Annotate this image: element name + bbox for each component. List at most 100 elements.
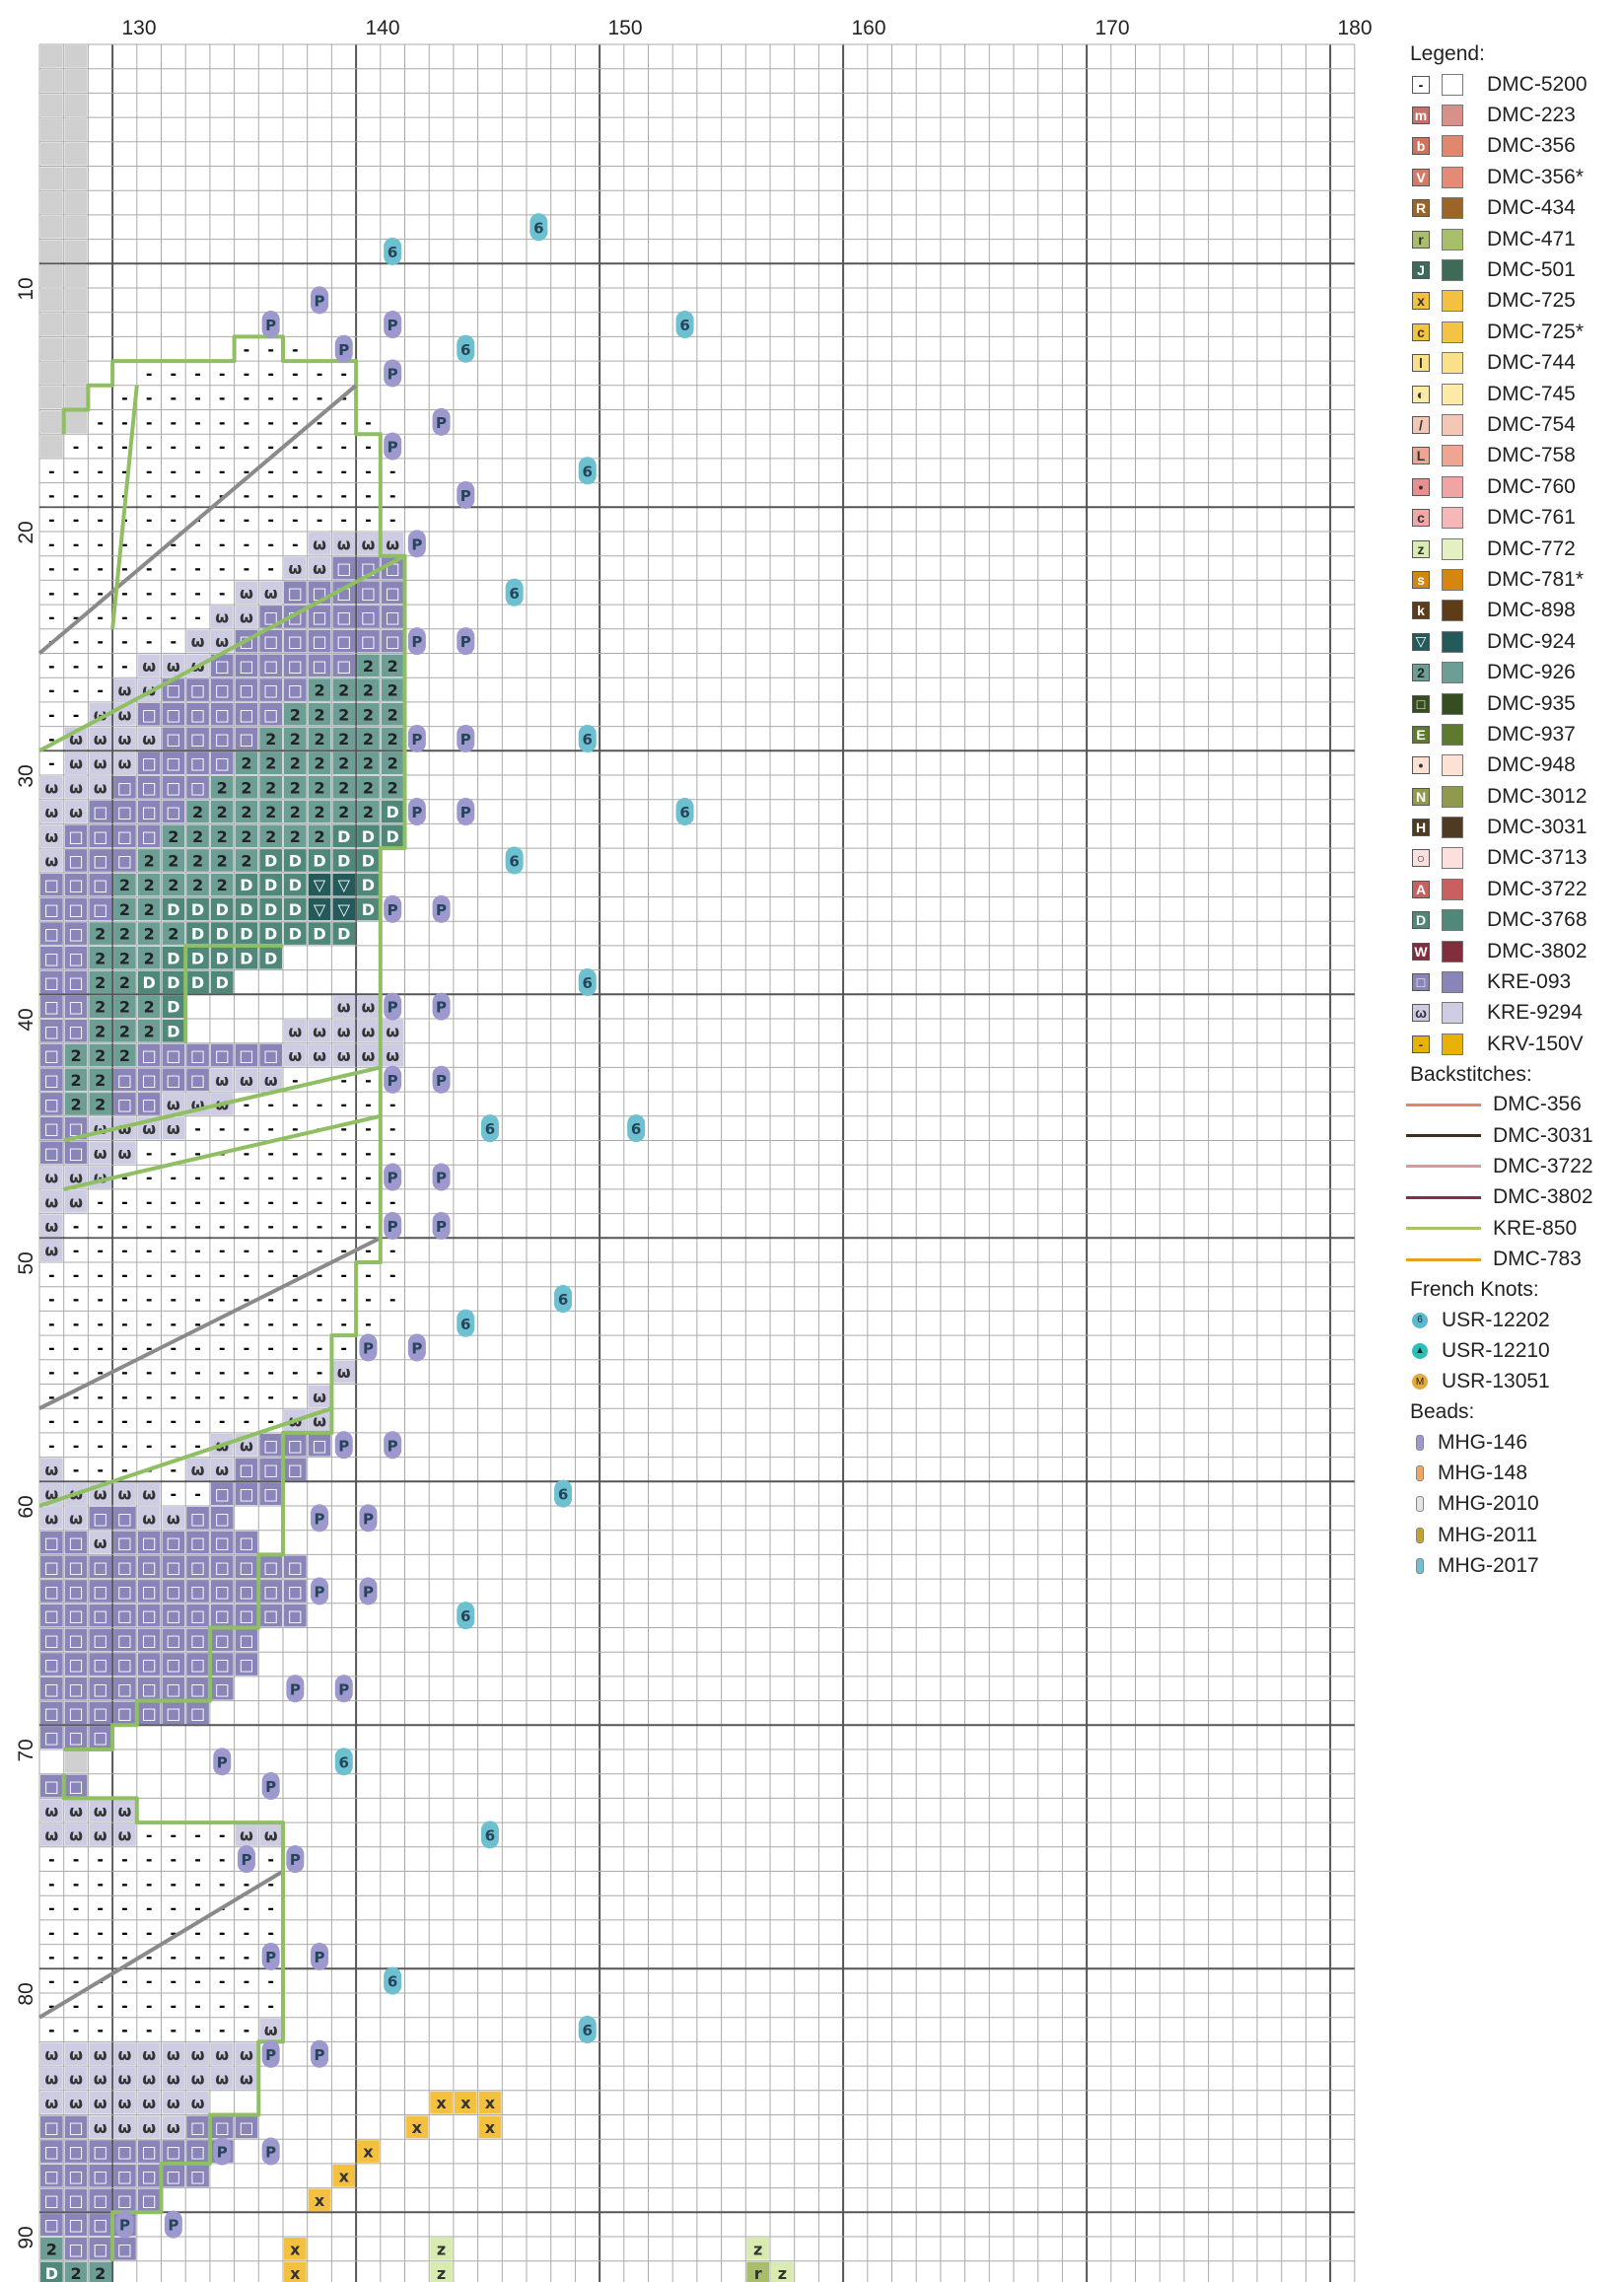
bead-symbol: 6: [558, 1486, 568, 1504]
stitch-symbol: ω: [337, 1046, 351, 1065]
stitch-symbol: x: [460, 2094, 471, 2112]
legend-row: N DMC-3012: [1410, 781, 1617, 812]
stitch-symbol: □: [215, 730, 230, 749]
stitch-symbol: -: [219, 1850, 226, 1869]
stitch-symbol: 2: [144, 998, 155, 1017]
stitch-cell: [162, 970, 185, 994]
stitch-cell: [259, 1433, 282, 1457]
stitch-symbol: D: [264, 876, 277, 894]
stitch-symbol: -: [219, 1972, 226, 1991]
stitch-cell: [40, 1847, 63, 1871]
stitch-symbol: -: [244, 438, 250, 457]
stitch-symbol: -: [171, 2021, 177, 2039]
backstitch-row: DMC-3031: [1406, 1120, 1617, 1151]
stitch-symbol: D: [167, 1022, 179, 1040]
stitch-cell: [40, 849, 63, 872]
stitch-symbol: -: [171, 1242, 177, 1260]
backstitch-lines: [37, 334, 407, 2261]
stitch-cell: [64, 2188, 88, 2212]
stitch-cell: [89, 873, 112, 896]
bead-symbol: P: [436, 999, 447, 1017]
stitch-cell: [137, 1263, 161, 1286]
stitch-symbol: □: [93, 1509, 107, 1528]
stitch-cell: [40, 1945, 63, 1968]
stitch-cell: [186, 897, 209, 921]
stitch-cell: [210, 459, 234, 482]
stitch-symbol: -: [48, 730, 55, 749]
stitch-cell: [357, 1263, 380, 1286]
stitch-cell: [186, 1409, 209, 1432]
stitch-symbol: -: [267, 535, 274, 553]
bead-symbol: P: [436, 1218, 447, 1236]
stitch-symbol: □: [190, 1071, 205, 1090]
unused-area-cell: [40, 313, 63, 336]
stitch-symbol: -: [121, 2021, 128, 2039]
stitch-symbol: -: [121, 1290, 128, 1309]
stitch-cell: [210, 873, 234, 896]
stitch-symbol: -: [171, 1169, 177, 1187]
stitch-cell: [113, 606, 136, 628]
stitch-symbol: □: [166, 1071, 180, 1090]
backstitch-line-sample: [1406, 1165, 1481, 1169]
backstitch-diagonal: [63, 1065, 382, 1143]
stitch-symbol: □: [142, 1656, 157, 1675]
stitch-symbol: □: [44, 900, 59, 919]
stitch-symbol: -: [219, 1119, 226, 1138]
stitch-cell: [284, 800, 307, 823]
stitch-symbol: □: [117, 1704, 132, 1723]
stitch-cell: [308, 873, 331, 896]
stitch-cell: [89, 1189, 112, 1213]
bead-marker: [432, 1211, 451, 1240]
stitch-symbol: -: [244, 1242, 250, 1260]
stitch-symbol: 2: [168, 925, 178, 944]
stitch-cell: [259, 1312, 282, 1335]
stitch-symbol: 2: [70, 1071, 81, 1090]
bead-symbol: P: [436, 1170, 447, 1187]
stitch-symbol: 2: [265, 754, 276, 773]
stitch-symbol: -: [317, 1217, 323, 1236]
bead-symbol: P: [460, 487, 471, 505]
stitch-cell: [162, 1482, 185, 1505]
stitch-cell: [64, 1141, 88, 1165]
stitch-cell: [40, 1458, 63, 1481]
stitch-symbol: ω: [288, 1022, 302, 1040]
stitch-cell: [89, 2018, 112, 2041]
stitch-symbol: -: [365, 511, 372, 530]
stitch-symbol: -: [171, 438, 177, 457]
stitch-cell: [40, 995, 63, 1018]
stitch-cell: [64, 1823, 88, 1846]
stitch-cell: [137, 873, 161, 896]
stitch-symbol: -: [292, 1363, 299, 1382]
y-tick-label: 70: [15, 1739, 37, 1761]
stitch-symbol: □: [117, 1095, 132, 1113]
legend-code: DMC-761: [1487, 506, 1576, 530]
stitch-cell: [186, 1312, 209, 1335]
stitch-symbol: ω: [313, 559, 326, 578]
stitch-symbol: □: [239, 2118, 253, 2137]
bead-marker: [213, 2137, 232, 2166]
stitch-cell: [64, 1336, 88, 1359]
stitch-cell: [210, 1676, 234, 1700]
stitch-cell: [40, 1093, 63, 1115]
stitch-cell: [308, 1239, 331, 1261]
stitch-symbol: -: [97, 1412, 104, 1431]
stitch-symbol: 2: [168, 876, 178, 894]
legend-row: □ KRE-093: [1410, 966, 1617, 997]
stitch-symbol: -: [121, 1972, 128, 1991]
unused-area-cell: [64, 410, 88, 434]
pattern-chart[interactable]: - - -- - - - - - - - -- - - - - - - - - -- - - - - - - - - - - -- - - - - -…: [0, 0, 1400, 2282]
stitch-cell: [113, 1312, 136, 1335]
stitch-cell: [186, 2115, 209, 2139]
stitch-cell: [284, 1020, 307, 1042]
french-knot-code: USR-12202: [1442, 1308, 1550, 1331]
y-tick-label: 40: [15, 1008, 37, 1031]
stitch-cell: [162, 2067, 185, 2090]
stitch-cell: [308, 702, 331, 726]
stitch-cell: [235, 1604, 258, 1627]
stitch-symbol: □: [117, 2143, 132, 2162]
stitch-symbol: -: [194, 1192, 201, 1211]
bead-symbol: 6: [679, 317, 689, 334]
stitch-symbol: D: [337, 827, 350, 846]
stitch-symbol: -: [171, 1461, 177, 1479]
stitch-symbol: -: [244, 1315, 250, 1333]
